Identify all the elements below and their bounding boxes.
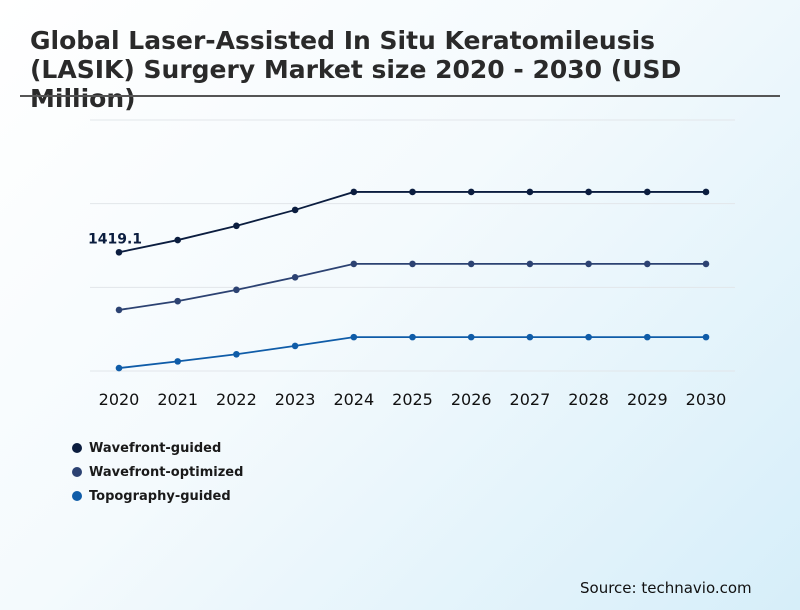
series-line-2 (118, 336, 706, 369)
data-points (115, 188, 710, 372)
data-point[interactable] (644, 260, 651, 268)
data-point[interactable] (526, 188, 534, 196)
chart-title: Global Laser-Assisted In Situ Keratomile… (30, 26, 682, 113)
data-point[interactable] (115, 306, 123, 314)
series-line-0 (118, 191, 706, 254)
legend-item-topography-guided[interactable]: Topography-guided (72, 484, 243, 508)
title-divider (20, 95, 780, 97)
legend: Wavefront-guided Wavefront-optimized Top… (72, 436, 243, 508)
data-point[interactable] (585, 260, 592, 268)
data-point[interactable] (350, 333, 358, 341)
data-point[interactable] (526, 260, 534, 268)
data-point[interactable] (467, 333, 475, 341)
data-point[interactable] (585, 188, 592, 196)
x-tick-label: 2025 (392, 390, 433, 409)
data-point[interactable] (585, 333, 592, 341)
data-point[interactable] (702, 188, 710, 196)
data-point[interactable] (174, 358, 181, 365)
legend-label: Wavefront-optimized (89, 464, 244, 480)
gridlines (90, 119, 735, 372)
data-point[interactable] (409, 260, 416, 268)
x-tick-label: 2020 (99, 390, 140, 409)
legend-marker (72, 443, 82, 453)
data-point[interactable] (115, 248, 123, 256)
data-point[interactable] (702, 260, 710, 268)
data-labels: 1419.1 (88, 231, 142, 247)
legend-item-wavefront-optimized[interactable]: Wavefront-optimized (72, 460, 243, 484)
data-point[interactable] (115, 364, 123, 372)
data-point[interactable] (291, 273, 299, 281)
data-point[interactable] (409, 188, 416, 196)
x-tick-label: 2024 (333, 390, 374, 409)
legend-marker (72, 491, 82, 501)
data-point[interactable] (526, 333, 534, 341)
source-credit: Source: technavio.com (580, 579, 752, 597)
data-point[interactable] (233, 286, 240, 294)
data-point[interactable] (644, 188, 651, 196)
legend-marker (72, 467, 82, 477)
data-point[interactable] (291, 342, 299, 350)
data-point[interactable] (702, 333, 710, 341)
data-point[interactable] (233, 222, 240, 230)
data-point[interactable] (644, 333, 651, 341)
x-axis-ticks: 2020 2021 2022 2023 2024 2025 2026 2027 2028 2029… (99, 390, 727, 409)
x-tick-label: 2028 (568, 390, 609, 409)
x-tick-label: 2030 (686, 390, 727, 409)
legend-label: Wavefront-guided (89, 440, 222, 456)
data-point[interactable] (409, 333, 416, 341)
line-chart: 1419.1 2020 2021 2022 2023 2024 2025 2026 2027 2… (88, 119, 735, 409)
data-point[interactable] (174, 236, 181, 244)
x-tick-label: 2029 (627, 390, 668, 409)
data-label: 1419.1 (88, 231, 142, 247)
data-point[interactable] (467, 260, 475, 268)
x-tick-label: 2021 (157, 390, 198, 409)
data-point[interactable] (291, 206, 299, 214)
data-point[interactable] (467, 188, 475, 196)
legend-item-wavefront-guided[interactable]: Wavefront-guided (72, 436, 243, 460)
x-tick-label: 2027 (510, 390, 551, 409)
data-point[interactable] (174, 297, 181, 305)
legend-label: Topography-guided (89, 488, 231, 504)
series-lines (118, 191, 706, 369)
x-tick-label: 2022 (216, 390, 257, 409)
x-tick-label: 2023 (275, 390, 316, 409)
data-point[interactable] (233, 350, 240, 358)
x-tick-label: 2026 (451, 390, 492, 409)
data-point[interactable] (350, 188, 358, 196)
data-point[interactable] (350, 260, 358, 268)
